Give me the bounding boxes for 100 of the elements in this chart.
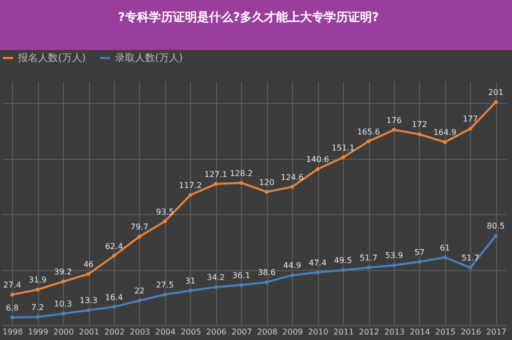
data-label: 61 <box>440 243 450 252</box>
data-label: 124.6 <box>280 172 304 182</box>
point <box>112 254 116 258</box>
point <box>494 234 498 238</box>
point <box>468 126 472 131</box>
x-tick-label: 1998 <box>2 328 23 336</box>
point <box>316 270 320 274</box>
data-label: 27.4 <box>3 280 22 290</box>
x-tick-label: 2002 <box>104 328 125 336</box>
point <box>494 100 498 104</box>
x-tick-label: 2008 <box>257 328 278 336</box>
point <box>86 308 90 312</box>
point <box>36 288 40 292</box>
point <box>392 128 396 132</box>
data-label: 53.9 <box>385 251 403 260</box>
x-tick-label: 2011 <box>333 328 354 336</box>
point <box>163 219 167 224</box>
point <box>443 255 447 260</box>
data-label: 36.1 <box>232 270 250 280</box>
point <box>10 316 14 320</box>
x-tick-label: 2010 <box>308 328 328 336</box>
data-label: 80.5 <box>486 222 505 231</box>
point <box>188 288 192 292</box>
point <box>264 190 269 194</box>
data-label: 201 <box>488 88 504 98</box>
point <box>10 292 14 296</box>
data-label: 93.5 <box>156 207 174 216</box>
data-label: 22 <box>134 286 145 296</box>
x-tick-label: 2015 <box>435 328 456 336</box>
data-label: 31 <box>185 276 196 286</box>
point <box>316 167 320 171</box>
point <box>138 298 142 302</box>
point <box>61 312 65 316</box>
data-label: 47.4 <box>308 258 327 268</box>
point <box>290 184 294 189</box>
x-tick-label: 2007 <box>232 328 252 336</box>
data-label: 164.9 <box>433 128 456 138</box>
point <box>392 263 396 268</box>
point <box>366 266 370 270</box>
x-tick-label: 2003 <box>130 328 150 336</box>
point <box>468 266 472 270</box>
x-tick-label: 2006 <box>206 328 226 336</box>
point <box>188 193 192 197</box>
data-label: 57 <box>414 248 425 257</box>
data-label: 46 <box>83 260 94 269</box>
legend-label: 录取人数(万人) <box>115 53 183 64</box>
chart-title: ?专科学历证明是什么?多久才能上大专学历证明? <box>0 0 512 50</box>
point <box>163 292 167 296</box>
point <box>61 280 65 284</box>
data-label: 151.1 <box>332 143 355 152</box>
x-tick-label: 2016 <box>460 328 482 336</box>
data-label: 13.3 <box>80 296 98 306</box>
legend-label: 报名人数(万人) <box>17 52 86 64</box>
point <box>214 182 218 186</box>
point <box>239 283 244 287</box>
data-label: 51.7 <box>360 254 378 263</box>
data-label: 140.6 <box>306 155 330 164</box>
point <box>418 132 422 136</box>
data-label: 177 <box>462 114 478 124</box>
x-tick-label: 2014 <box>410 328 430 336</box>
point <box>341 268 345 272</box>
x-tick-label: 1999 <box>28 328 48 336</box>
point <box>138 234 142 238</box>
point <box>341 156 345 160</box>
point <box>366 139 370 144</box>
point <box>86 272 90 276</box>
point <box>418 260 422 264</box>
data-label: 172 <box>412 120 428 130</box>
x-tick-label: 2009 <box>282 328 303 336</box>
point <box>36 315 40 319</box>
data-label: 38.6 <box>258 268 276 278</box>
data-label: 31.9 <box>28 276 47 285</box>
point <box>214 285 218 289</box>
data-label: 7.2 <box>31 303 44 312</box>
data-label: 176 <box>386 116 402 125</box>
data-label: 44.9 <box>283 261 302 270</box>
point <box>112 304 116 309</box>
data-label: 49.5 <box>334 256 352 266</box>
point <box>443 140 447 144</box>
data-label: 27.5 <box>156 280 174 290</box>
data-label: 10.3 <box>54 300 72 309</box>
x-tick-label: 2017 <box>486 328 506 336</box>
data-label: 16.4 <box>105 292 123 302</box>
x-tick-label: 2001 <box>78 328 100 336</box>
x-tick-label: 2013 <box>384 328 405 336</box>
data-label: 165.6 <box>357 127 380 136</box>
data-label: 39.2 <box>54 268 72 277</box>
data-label: 120 <box>259 178 274 187</box>
x-tick-label: 2000 <box>53 328 74 336</box>
x-tick-label: 2005 <box>180 328 202 336</box>
data-label: 6.8 <box>6 303 19 312</box>
data-label: 117.2 <box>178 181 202 190</box>
point <box>239 180 244 185</box>
data-label: 128.2 <box>230 168 253 178</box>
point <box>264 280 269 284</box>
data-label: 34.2 <box>206 273 225 282</box>
point <box>290 273 294 278</box>
data-label: 62.4 <box>105 242 123 251</box>
x-tick-label: 2012 <box>358 328 380 336</box>
x-tick-label: 2004 <box>155 328 176 336</box>
